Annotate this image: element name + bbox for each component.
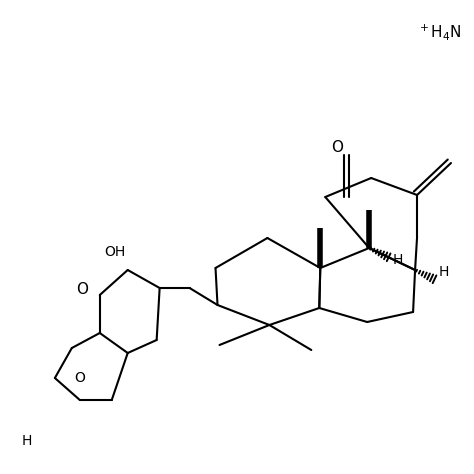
Text: H: H xyxy=(22,434,32,448)
Text: H: H xyxy=(393,253,403,267)
Text: H: H xyxy=(439,265,449,279)
Text: $\mathregular{^+H_4N}$: $\mathregular{^+H_4N}$ xyxy=(417,22,462,42)
Text: O: O xyxy=(76,283,88,298)
Text: O: O xyxy=(331,140,343,155)
Text: OH: OH xyxy=(104,245,125,259)
Text: O: O xyxy=(74,371,85,385)
